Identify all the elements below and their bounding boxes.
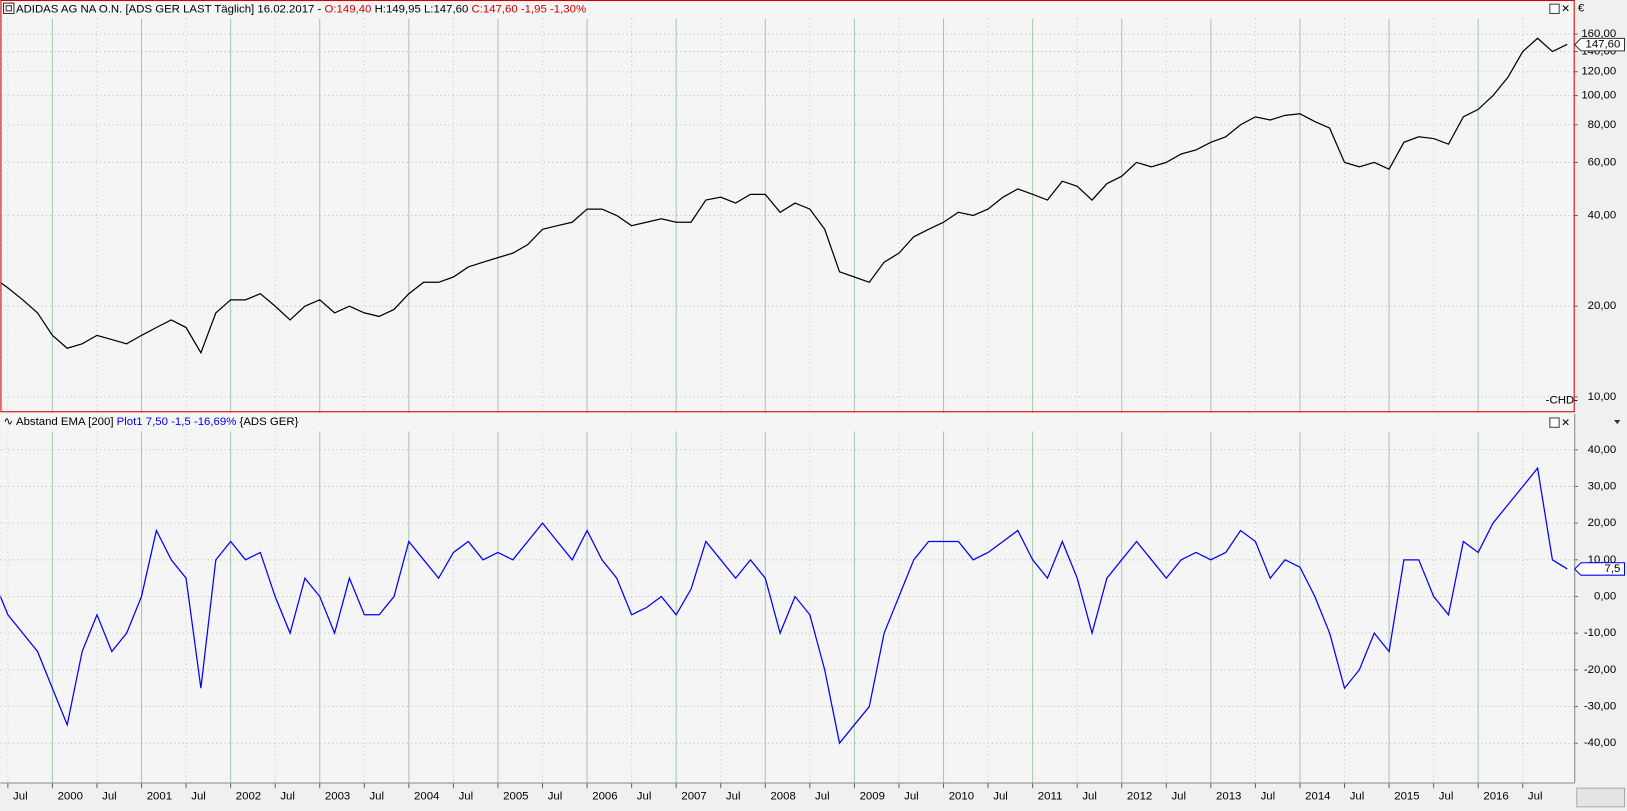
- current-value-tag: [1573, 562, 1626, 576]
- y-tick-label: 30,00: [1588, 480, 1617, 492]
- indicator-title: Abstand EMA [200]: [16, 416, 114, 428]
- quote-open: O:149,40: [325, 3, 372, 15]
- x-tick-label: 2008: [770, 790, 795, 802]
- x-tick-label: 2002: [236, 790, 261, 802]
- x-tick-label: Jul: [1350, 790, 1365, 802]
- x-tick-label: 2009: [860, 790, 885, 802]
- x-tick-label: Jul: [1439, 790, 1454, 802]
- x-tick-label: Jul: [904, 790, 919, 802]
- x-tick-label: Jul: [369, 790, 384, 802]
- y-tick-label: -10,00: [1584, 627, 1616, 639]
- close-button[interactable]: ✕: [1561, 418, 1570, 429]
- x-tick-label: Jul: [637, 790, 652, 802]
- price-panel: [0, 0, 1575, 412]
- x-tick-label: 2003: [325, 790, 350, 802]
- header: ADIDAS AG NA O.N. [ADS GER LAST Täglich]…: [16, 3, 586, 15]
- x-tick-label: 2000: [58, 790, 83, 802]
- x-tick-label: 2004: [414, 790, 439, 802]
- y-tick-label: 160,00: [1581, 28, 1616, 40]
- panel-border: [0, 0, 1575, 413]
- x-tick-label: Jul: [191, 790, 206, 802]
- marker-label: -CHD-: [1546, 394, 1578, 406]
- x-tick-label: Jul: [13, 790, 28, 802]
- y-tick-label: 60,00: [1588, 156, 1617, 168]
- current-value-tag: [1573, 37, 1626, 52]
- x-tick-label: Jul: [1082, 790, 1097, 802]
- x-tick-label: 2006: [592, 790, 617, 802]
- x-tick-label: Jul: [815, 790, 830, 802]
- indicator-header: Abstand EMA [200] Plot1 7,50 -1,5 -16,69…: [16, 416, 299, 428]
- y-tick-label: 0,00: [1594, 591, 1616, 603]
- indicator-icon: ∿: [4, 416, 14, 428]
- x-tick-label: 2014: [1305, 790, 1330, 802]
- current-value-label: 7,5: [1605, 563, 1621, 575]
- x-tick-label: 2011: [1038, 790, 1063, 802]
- y-tick-label: 40,00: [1588, 444, 1617, 456]
- x-tick-label: 2007: [681, 790, 706, 802]
- x-tick-label: 2012: [1127, 790, 1152, 802]
- x-tick-label: 2005: [503, 790, 528, 802]
- x-tick-label: Jul: [1171, 790, 1186, 802]
- x-tick-label: Jul: [1528, 790, 1543, 802]
- panel-icon-inner: [5, 5, 12, 12]
- y-tick-label: 20,00: [1588, 300, 1617, 312]
- y-tick-label: 20,00: [1588, 517, 1617, 529]
- y-tick-label: -30,00: [1584, 701, 1616, 713]
- title: ADIDAS AG NA O.N. [ADS GER LAST Täglich]…: [16, 3, 322, 15]
- scroll-corner[interactable]: [1576, 787, 1626, 808]
- x-tick-label: 2001: [147, 790, 172, 802]
- x-tick-label: Jul: [548, 790, 563, 802]
- plot-info: Plot1 7,50 -1,5 -16,69%: [117, 416, 237, 428]
- lines: [0, 37, 1568, 745]
- data-line: [0, 466, 1568, 745]
- y-tick-label: 80,00: [1588, 119, 1617, 131]
- current-value-label: 147,60: [1586, 39, 1621, 51]
- restore-button[interactable]: [1549, 417, 1560, 428]
- y-tick-label: -20,00: [1584, 664, 1616, 676]
- data-line: [0, 37, 1568, 355]
- y-tick-label: 10,00: [1588, 391, 1617, 403]
- x-tick-label: 2016: [1483, 790, 1508, 802]
- y-tick-label: 40,00: [1588, 210, 1617, 222]
- close-button[interactable]: ✕: [1561, 4, 1570, 15]
- x-tick-label: 2010: [949, 790, 974, 802]
- restore-button[interactable]: [1549, 3, 1560, 15]
- quote-range: H:149,95 L:147,60: [375, 3, 469, 15]
- x-tick-label: Jul: [726, 790, 741, 802]
- currency: €: [1578, 2, 1585, 14]
- symbol: {ADS GER}: [240, 416, 299, 428]
- x-tick-label: 2013: [1216, 790, 1241, 802]
- quote-close: C:147,60 -1,95 -1,30%: [471, 3, 586, 15]
- x-tick-label: Jul: [459, 790, 474, 802]
- y-tick-label: 100,00: [1581, 90, 1616, 102]
- panel-icon[interactable]: [3, 2, 15, 15]
- x-tick-label: Jul: [280, 790, 295, 802]
- x-tick-label: Jul: [1261, 790, 1276, 802]
- x-tick-label: 2015: [1394, 790, 1419, 802]
- y-tick-label: 120,00: [1581, 66, 1616, 78]
- indicator-panel: [0, 413, 1575, 783]
- x-tick-label: Jul: [102, 790, 117, 802]
- y-tick-label: -40,00: [1584, 737, 1616, 749]
- scroll-arrow[interactable]: [1614, 420, 1621, 425]
- x-tick-label: Jul: [993, 790, 1008, 802]
